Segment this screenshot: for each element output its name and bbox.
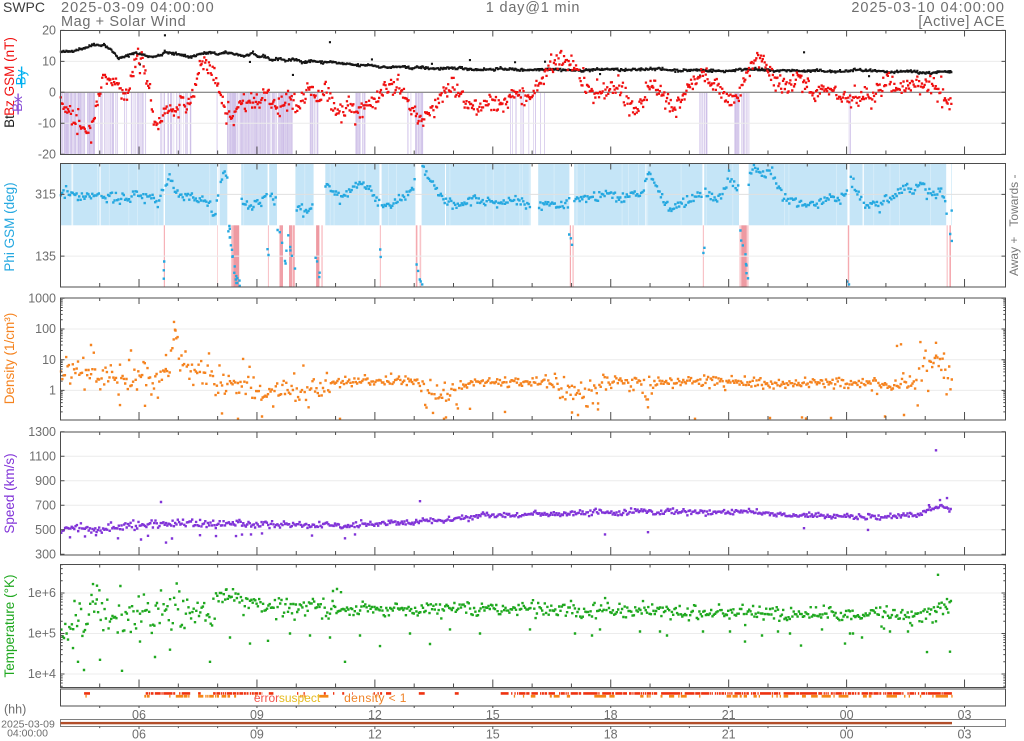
svg-text:700: 700: [35, 498, 56, 512]
svg-text:(hh): (hh): [4, 703, 26, 717]
svg-text:Phi GSM (deg): Phi GSM (deg): [2, 182, 17, 271]
svg-text:18: 18: [604, 728, 618, 741]
svg-text:15: 15: [486, 728, 500, 741]
svg-text:1000: 1000: [28, 292, 56, 306]
svg-text:00: 00: [840, 708, 854, 722]
svg-text:Temperature (°K): Temperature (°K): [2, 575, 17, 678]
svg-text:2025-03-09 04:00:00: 2025-03-09 04:00:00: [61, 0, 215, 16]
svg-text:12: 12: [368, 728, 382, 741]
svg-text:20: 20: [42, 24, 56, 38]
svg-text:09: 09: [250, 708, 264, 722]
svg-text:18: 18: [604, 708, 618, 722]
svg-text:06: 06: [132, 728, 146, 741]
svg-text:1100: 1100: [29, 449, 56, 463]
svg-text:10: 10: [42, 353, 56, 367]
svg-text:135: 135: [35, 249, 56, 263]
svg-text:03: 03: [958, 728, 972, 741]
svg-text:1: 1: [49, 384, 56, 398]
svg-text:1300: 1300: [28, 425, 56, 439]
svg-text:06: 06: [132, 708, 146, 722]
svg-text:21: 21: [722, 708, 736, 722]
svg-text:Away + Towards -: Away + Towards -: [1007, 175, 1021, 276]
svg-text:density < 1: density < 1: [344, 691, 407, 705]
svg-text:1e+6: 1e+6: [28, 586, 56, 600]
svg-text:04:00:00: 04:00:00: [7, 728, 48, 740]
svg-text:1 day@1 min: 1 day@1 min: [486, 0, 580, 16]
svg-text:2025-03-10 04:00:00: 2025-03-10 04:00:00: [851, 0, 1005, 16]
svg-text:error: error: [254, 691, 279, 705]
svg-text:0: 0: [49, 86, 56, 100]
svg-text:300: 300: [35, 547, 56, 561]
svg-text:Mag + Solar Wind: Mag + Solar Wind: [61, 14, 186, 30]
svg-text:12: 12: [368, 708, 382, 722]
svg-text:315: 315: [35, 188, 56, 202]
svg-text:Bt: Bt: [2, 115, 17, 128]
svg-text:suspect: suspect: [279, 691, 321, 705]
svg-text:[Active] ACE: [Active] ACE: [918, 14, 1005, 30]
svg-text:1e+4: 1e+4: [28, 667, 56, 681]
svg-text:900: 900: [35, 474, 56, 488]
svg-text:10: 10: [42, 55, 56, 69]
svg-text:09: 09: [250, 728, 264, 741]
svg-text:03: 03: [958, 708, 972, 722]
svg-text:1e+5: 1e+5: [28, 627, 56, 641]
svg-text:500: 500: [35, 523, 56, 537]
svg-text:Bz GSM (nT): Bz GSM (nT): [2, 37, 17, 116]
svg-text:21: 21: [722, 728, 736, 741]
svg-text:15: 15: [486, 708, 500, 722]
svg-text:-20: -20: [38, 147, 56, 161]
svg-text:Speed (km/s): Speed (km/s): [2, 453, 17, 533]
svg-text:100: 100: [35, 322, 56, 336]
svg-text:Density (1/cm³): Density (1/cm³): [2, 313, 17, 405]
svg-text:SWPC: SWPC: [3, 0, 45, 15]
svg-text:-10: -10: [38, 117, 56, 131]
svg-text:2025-03-09: 2025-03-09: [1, 718, 55, 730]
svg-text:00: 00: [840, 728, 854, 741]
